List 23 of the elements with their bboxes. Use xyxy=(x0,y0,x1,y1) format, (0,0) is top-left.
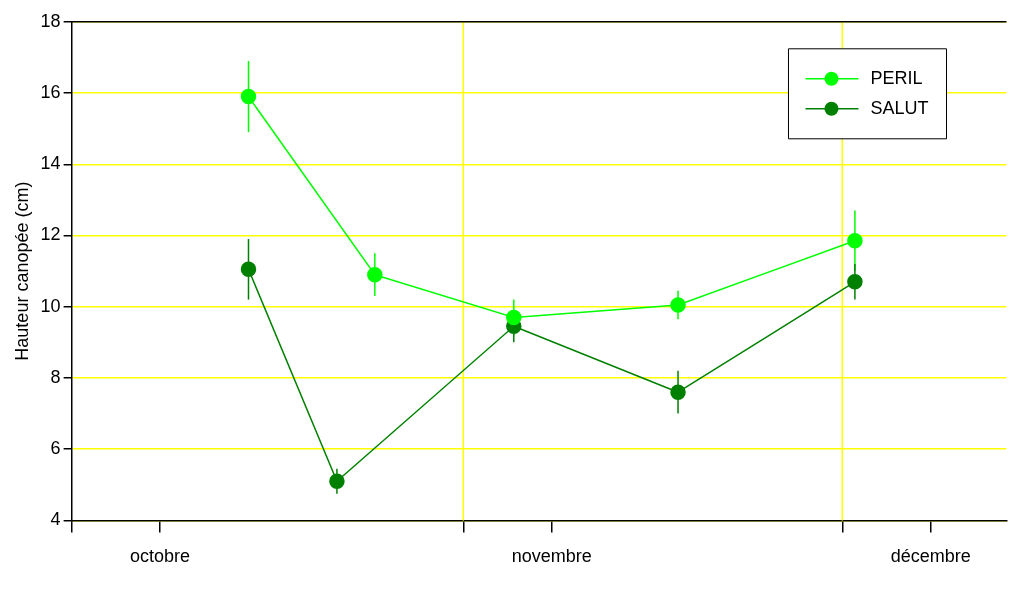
point xyxy=(329,473,345,489)
y-tick-label: 18 xyxy=(40,10,61,31)
y-tick-label: 14 xyxy=(40,153,61,174)
x-tick-label: octobre xyxy=(130,546,191,567)
y-tick-label: 4 xyxy=(50,509,61,530)
point xyxy=(670,384,686,400)
point xyxy=(240,261,257,278)
point xyxy=(506,309,522,326)
y-axis-title: Hauteur canopée (cm) xyxy=(11,181,32,361)
y-tick-label: 10 xyxy=(40,295,61,316)
y-tick-label: 12 xyxy=(40,224,61,245)
point xyxy=(670,297,686,313)
point xyxy=(847,274,863,290)
y-tick-label: 6 xyxy=(50,438,61,459)
x-tick-label: décembre xyxy=(890,546,971,567)
point xyxy=(847,233,863,249)
y-tick-label: 8 xyxy=(50,366,61,387)
point xyxy=(240,88,257,105)
point xyxy=(367,266,383,283)
x-tick-label: novembre xyxy=(511,546,592,567)
legend-label: SALUT xyxy=(870,97,929,118)
legend-label: PERIL xyxy=(870,67,923,88)
y-tick-label: 16 xyxy=(40,82,61,102)
